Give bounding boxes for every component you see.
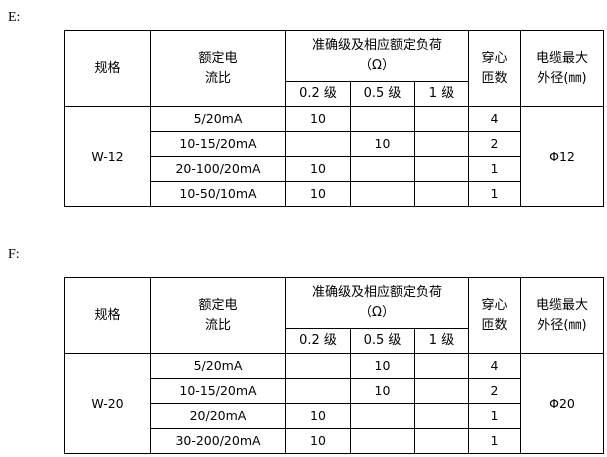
turns-cell: 2 xyxy=(468,378,521,404)
class1-cell xyxy=(414,156,469,182)
header-class1: 1 级 xyxy=(414,328,469,354)
header-spec: 规格 xyxy=(64,30,151,107)
class1-cell xyxy=(414,403,469,429)
class05-cell xyxy=(350,156,415,182)
class02-cell: 10 xyxy=(285,181,351,207)
header-turns-line2: 匝数 xyxy=(481,70,508,86)
class1-cell xyxy=(414,378,469,404)
class02-cell: 10 xyxy=(285,403,351,429)
ratio-cell: 20-100/20mA xyxy=(150,156,286,182)
header-accuracy-line1: 准确级及相应额定负荷 xyxy=(311,38,442,53)
class1-cell xyxy=(414,131,469,157)
header-turns-line1: 穿心 xyxy=(481,50,508,66)
header-turns-line1: 穿心 xyxy=(481,297,508,313)
header-accuracy: 准确级及相应额定负荷 （Ω） xyxy=(285,30,469,82)
header-cable-line2: 外径(㎜) xyxy=(537,70,587,86)
section-label: F: xyxy=(8,247,20,262)
header-cable: 电缆最大外径(㎜) xyxy=(520,30,604,107)
class05-cell: 10 xyxy=(350,353,415,379)
ratio-cell: 10-15/20mA xyxy=(150,378,286,404)
class02-cell: 10 xyxy=(285,428,351,454)
header-class1: 1 级 xyxy=(414,81,469,107)
table-row: W-20 5/20mA 10 4 Φ20 xyxy=(64,353,604,454)
header-ratio: 额定电 流比 xyxy=(150,30,286,107)
header-ratio-line2: 流比 xyxy=(204,317,231,333)
ratio-cell: 30-200/20mA xyxy=(150,428,286,454)
model-cell: W-20 xyxy=(64,353,151,454)
header-class02: 0.2 级 xyxy=(285,81,351,107)
turns-cell: 2 xyxy=(468,131,521,157)
class02-cell xyxy=(285,353,351,379)
header-class05: 0.5 级 xyxy=(350,328,415,354)
ratio-cell: 5/20mA xyxy=(150,106,286,132)
header-ratio-line2: 流比 xyxy=(204,70,231,86)
table-row: 10-50/10mA 10 1 xyxy=(65,181,604,207)
ratio-cell: 5/20mA xyxy=(150,353,286,379)
spec-table: 规格 额定电流比 准确级及相应额定负荷 （Ω） 穿心匝数 电缆最大外径(㎜) 0.… xyxy=(64,30,604,207)
header-accuracy-line2: （Ω） xyxy=(359,58,395,73)
class02-cell xyxy=(285,378,351,404)
header-class02: 0.2 级 xyxy=(285,328,351,354)
turns-cell: 1 xyxy=(468,428,521,454)
class1-cell xyxy=(414,106,469,132)
class1-cell xyxy=(414,353,469,379)
header-turns-line2: 匝数 xyxy=(481,317,508,333)
ratio-cell: 10-15/20mA xyxy=(150,131,286,157)
turns-cell: 1 xyxy=(468,156,521,182)
header-ratio-line1: 额定电 xyxy=(198,50,238,66)
header-cable-line1: 电缆最大 xyxy=(535,297,588,313)
header-accuracy-line2: （Ω） xyxy=(359,305,395,320)
class05-cell: 10 xyxy=(350,378,415,404)
header-accuracy-line1: 准确级及相应额定负荷 xyxy=(311,285,442,300)
class02-cell: 10 xyxy=(285,106,351,132)
turns-cell: 4 xyxy=(468,353,521,379)
table-row: W-12 5/20mA 10 4 Φ12 xyxy=(64,106,604,207)
turns-cell: 1 xyxy=(468,181,521,207)
table-row: 30-200/20mA 10 1 xyxy=(65,428,604,454)
header-cable-line1: 电缆最大 xyxy=(535,50,588,66)
cable-diameter-cell: Φ20 xyxy=(520,353,604,454)
header-class05: 0.5 级 xyxy=(350,81,415,107)
header-ratio-line1: 额定电 xyxy=(198,297,238,313)
section-label: E: xyxy=(8,10,21,25)
model-cell: W-12 xyxy=(64,106,151,207)
class1-cell xyxy=(414,428,469,454)
turns-cell: 4 xyxy=(468,106,521,132)
class05-cell xyxy=(350,106,415,132)
header-ratio: 额定电 流比 xyxy=(150,277,286,354)
header-cable-line2: 外径(㎜) xyxy=(537,317,587,333)
spec-table: 规格 额定电流比 准确级及相应额定负荷 （Ω） 穿心匝数 电缆最大外径(㎜) 0.… xyxy=(64,277,604,454)
class05-cell xyxy=(350,403,415,429)
class05-cell xyxy=(350,181,415,207)
turns-cell: 1 xyxy=(468,403,521,429)
class05-cell xyxy=(350,428,415,454)
class02-cell: 10 xyxy=(285,156,351,182)
cable-diameter-cell: Φ12 xyxy=(520,106,604,207)
class05-cell: 10 xyxy=(350,131,415,157)
header-turns: 穿心 匝数 xyxy=(468,30,521,107)
class1-cell xyxy=(414,181,469,207)
ratio-cell: 10-50/10mA xyxy=(150,181,286,207)
ratio-cell: 20/20mA xyxy=(150,403,286,429)
header-accuracy: 准确级及相应额定负荷 （Ω） xyxy=(285,277,469,329)
header-cable: 电缆最大外径(㎜) xyxy=(520,277,604,354)
header-turns: 穿心 匝数 xyxy=(468,277,521,354)
table-row: 20/20mA 10 1 xyxy=(65,403,604,429)
class02-cell xyxy=(285,131,351,157)
header-spec: 规格 xyxy=(64,277,151,354)
